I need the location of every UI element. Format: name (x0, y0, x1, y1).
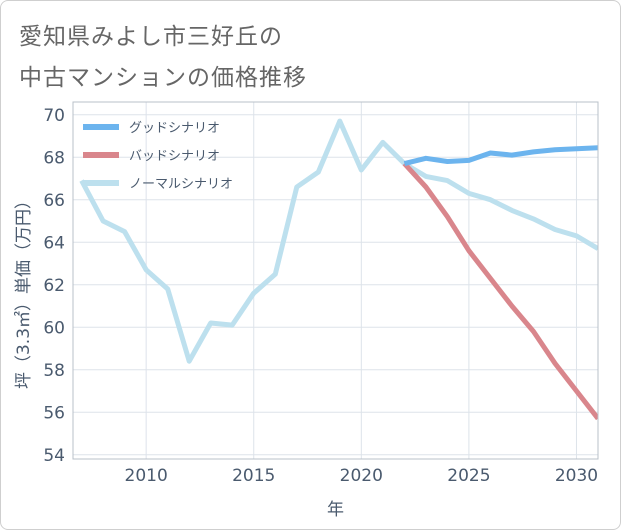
x-axis-title: 年 (327, 500, 344, 520)
y-tick-label: 54 (43, 446, 65, 466)
x-tick-label: 2020 (340, 466, 383, 486)
x-tick-label: 2010 (125, 466, 168, 486)
x-tick-label: 2030 (555, 466, 598, 486)
y-tick-label: 70 (43, 106, 65, 126)
y-tick-label: 62 (43, 276, 65, 296)
series-line-1 (403, 145, 598, 167)
chart-title-line-1: 愛知県みよし市三好丘の (19, 24, 283, 50)
y-tick-labels: 54 56 58 60 62 64 66 68 70 (43, 106, 65, 466)
x-tick-label: 2015 (232, 466, 275, 486)
legend-label-2: バッドシナリオ (129, 149, 220, 164)
chart-title-line-2: 中古マンションの価格推移 (19, 65, 307, 91)
y-tick-label: 56 (43, 403, 65, 423)
y-tick-label: 64 (43, 233, 65, 253)
series-lines (79, 118, 598, 421)
y-tick-label: 66 (43, 191, 65, 211)
legend-label-3: ノーマルシナリオ (129, 177, 233, 192)
x-tick-labels: 2010 2015 2020 2025 2030 (125, 466, 599, 486)
y-axis-title: 坪（3.3㎡）単価（万円） (14, 192, 34, 389)
y-tick-label: 60 (43, 318, 65, 338)
series-line-3 (79, 118, 598, 364)
series-line-2 (402, 161, 598, 421)
legend-label-1: グッドシナリオ (129, 121, 220, 136)
y-tick-label: 58 (43, 361, 65, 381)
x-tick-label: 2025 (447, 466, 490, 486)
y-tick-label: 68 (43, 148, 65, 168)
plot-frame (72, 101, 599, 460)
